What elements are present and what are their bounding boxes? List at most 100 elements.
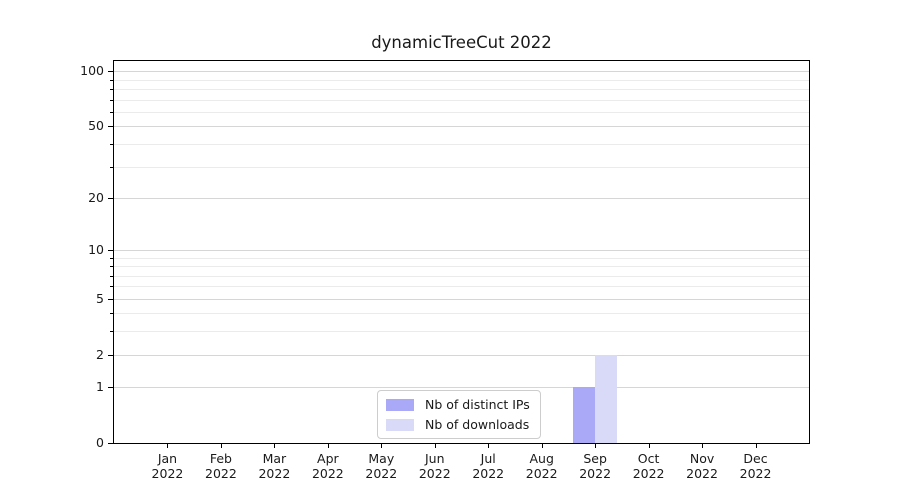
x-tick-label-feb-2022: Feb 2022 bbox=[189, 451, 253, 481]
y-tick-label-2: 2 bbox=[96, 346, 104, 362]
legend: Nb of distinct IPs Nb of downloads bbox=[377, 390, 541, 439]
x-tick-year: 2022 bbox=[579, 466, 612, 481]
y-minor-tick-mark-90 bbox=[110, 79, 113, 81]
y-minor-tick-mark-30 bbox=[110, 166, 113, 168]
y-tick-label-5: 5 bbox=[96, 290, 104, 306]
x-tick-year: 2022 bbox=[258, 466, 291, 481]
x-tick-year: 2022 bbox=[418, 466, 451, 481]
y-minor-tick-mark-8 bbox=[110, 266, 113, 268]
x-tick-label-oct-2022: Oct 2022 bbox=[617, 451, 681, 481]
gridline-major-2 bbox=[114, 354, 809, 356]
gridline-minor-40 bbox=[114, 144, 809, 146]
x-tick-month: Mar bbox=[262, 451, 287, 466]
y-tick-mark-50 bbox=[108, 126, 113, 128]
y-minor-tick-mark-40 bbox=[110, 144, 113, 146]
x-tick-mark-may-2022 bbox=[381, 444, 383, 448]
y-tick-label-10: 10 bbox=[88, 241, 104, 257]
plot-area bbox=[113, 60, 810, 444]
x-tick-label-mar-2022: Mar 2022 bbox=[242, 451, 306, 481]
y-minor-tick-mark-80 bbox=[110, 89, 113, 91]
x-tick-mark-jan-2022 bbox=[167, 444, 169, 448]
x-tick-year: 2022 bbox=[205, 466, 237, 481]
x-tick-year: 2022 bbox=[472, 466, 505, 481]
x-tick-year: 2022 bbox=[151, 466, 184, 481]
x-tick-month: Aug bbox=[529, 451, 554, 466]
x-tick-month: Jul bbox=[480, 451, 496, 466]
y-tick-mark-5 bbox=[108, 298, 113, 300]
x-tick-label-dec-2022: Dec 2022 bbox=[724, 451, 788, 481]
x-tick-label-jul-2022: Jul 2022 bbox=[456, 451, 520, 481]
y-minor-tick-mark-4 bbox=[110, 313, 113, 315]
gridline-minor-30 bbox=[114, 166, 809, 168]
gridline-minor-4 bbox=[114, 313, 809, 315]
bar-nb-of-downloads-sep-2022 bbox=[595, 354, 618, 443]
x-tick-year: 2022 bbox=[632, 466, 665, 481]
x-tick-month: Sep bbox=[583, 451, 607, 466]
gridline-major-20 bbox=[114, 197, 809, 199]
gridline-minor-8 bbox=[114, 266, 809, 268]
y-minor-tick-mark-3 bbox=[110, 331, 113, 333]
bar-nb-of-distinct-ips-sep-2022 bbox=[573, 387, 596, 443]
gridline-major-50 bbox=[114, 126, 809, 128]
legend-item-distinct-ips: Nb of distinct IPs bbox=[386, 396, 530, 413]
x-tick-month: May bbox=[368, 451, 395, 466]
x-tick-month: Jun bbox=[425, 451, 445, 466]
x-tick-mark-dec-2022 bbox=[755, 444, 757, 448]
gridline-minor-6 bbox=[114, 286, 809, 288]
gridline-minor-70 bbox=[114, 99, 809, 101]
y-tick-mark-0 bbox=[108, 443, 113, 444]
gridline-major-5 bbox=[114, 298, 809, 300]
x-tick-mark-jun-2022 bbox=[434, 444, 436, 448]
x-tick-year: 2022 bbox=[365, 466, 398, 481]
y-minor-tick-mark-70 bbox=[110, 99, 113, 101]
chart-title: dynamicTreeCut 2022 bbox=[371, 33, 552, 52]
y-tick-mark-20 bbox=[108, 197, 113, 199]
legend-swatch-downloads bbox=[386, 418, 414, 431]
legend-label-distinct-ips: Nb of distinct IPs bbox=[425, 397, 530, 412]
y-tick-mark-10 bbox=[108, 249, 113, 251]
y-tick-label-50: 50 bbox=[88, 118, 104, 134]
gridline-major-1 bbox=[114, 387, 809, 389]
x-tick-label-jun-2022: Jun 2022 bbox=[403, 451, 467, 481]
y-tick-mark-100 bbox=[108, 71, 113, 73]
y-tick-label-1: 1 bbox=[96, 379, 104, 395]
gridline-minor-3 bbox=[114, 331, 809, 333]
x-tick-mark-feb-2022 bbox=[220, 444, 222, 448]
y-minor-tick-mark-9 bbox=[110, 257, 113, 259]
x-tick-mark-sep-2022 bbox=[595, 444, 597, 448]
y-minor-tick-mark-6 bbox=[110, 286, 113, 288]
y-tick-label-0: 0 bbox=[96, 435, 104, 450]
gridline-minor-60 bbox=[114, 112, 809, 114]
gridline-minor-9 bbox=[114, 257, 809, 259]
x-tick-mark-oct-2022 bbox=[648, 444, 650, 448]
x-tick-label-apr-2022: Apr 2022 bbox=[296, 451, 360, 481]
gridline-major-100 bbox=[114, 71, 809, 73]
x-tick-mark-jul-2022 bbox=[488, 444, 490, 448]
y-tick-label-20: 20 bbox=[88, 189, 104, 205]
x-tick-year: 2022 bbox=[739, 466, 772, 481]
y-tick-mark-1 bbox=[108, 387, 113, 389]
y-minor-tick-mark-7 bbox=[110, 275, 113, 277]
gridline-minor-80 bbox=[114, 89, 809, 91]
x-tick-year: 2022 bbox=[686, 466, 718, 481]
y-tick-label-100: 100 bbox=[80, 63, 104, 79]
x-tick-month: Apr bbox=[317, 451, 339, 466]
y-minor-tick-mark-60 bbox=[110, 112, 113, 114]
y-tick-mark-2 bbox=[108, 354, 113, 356]
x-tick-month: Jan bbox=[157, 451, 178, 466]
x-tick-month: Oct bbox=[637, 451, 660, 466]
x-tick-mark-nov-2022 bbox=[702, 444, 704, 448]
x-tick-label-aug-2022: Aug 2022 bbox=[510, 451, 574, 481]
x-tick-mark-mar-2022 bbox=[274, 444, 276, 448]
legend-label-downloads: Nb of downloads bbox=[425, 417, 530, 432]
x-tick-month: Feb bbox=[209, 451, 232, 466]
x-tick-label-may-2022: May 2022 bbox=[349, 451, 413, 481]
x-tick-label-jan-2022: Jan 2022 bbox=[135, 451, 199, 481]
gridline-minor-7 bbox=[114, 275, 809, 277]
x-tick-year: 2022 bbox=[525, 466, 558, 481]
x-tick-month: Nov bbox=[689, 451, 715, 466]
legend-swatch-distinct-ips bbox=[386, 398, 414, 411]
x-tick-mark-apr-2022 bbox=[327, 444, 329, 448]
gridline-minor-90 bbox=[114, 79, 809, 81]
